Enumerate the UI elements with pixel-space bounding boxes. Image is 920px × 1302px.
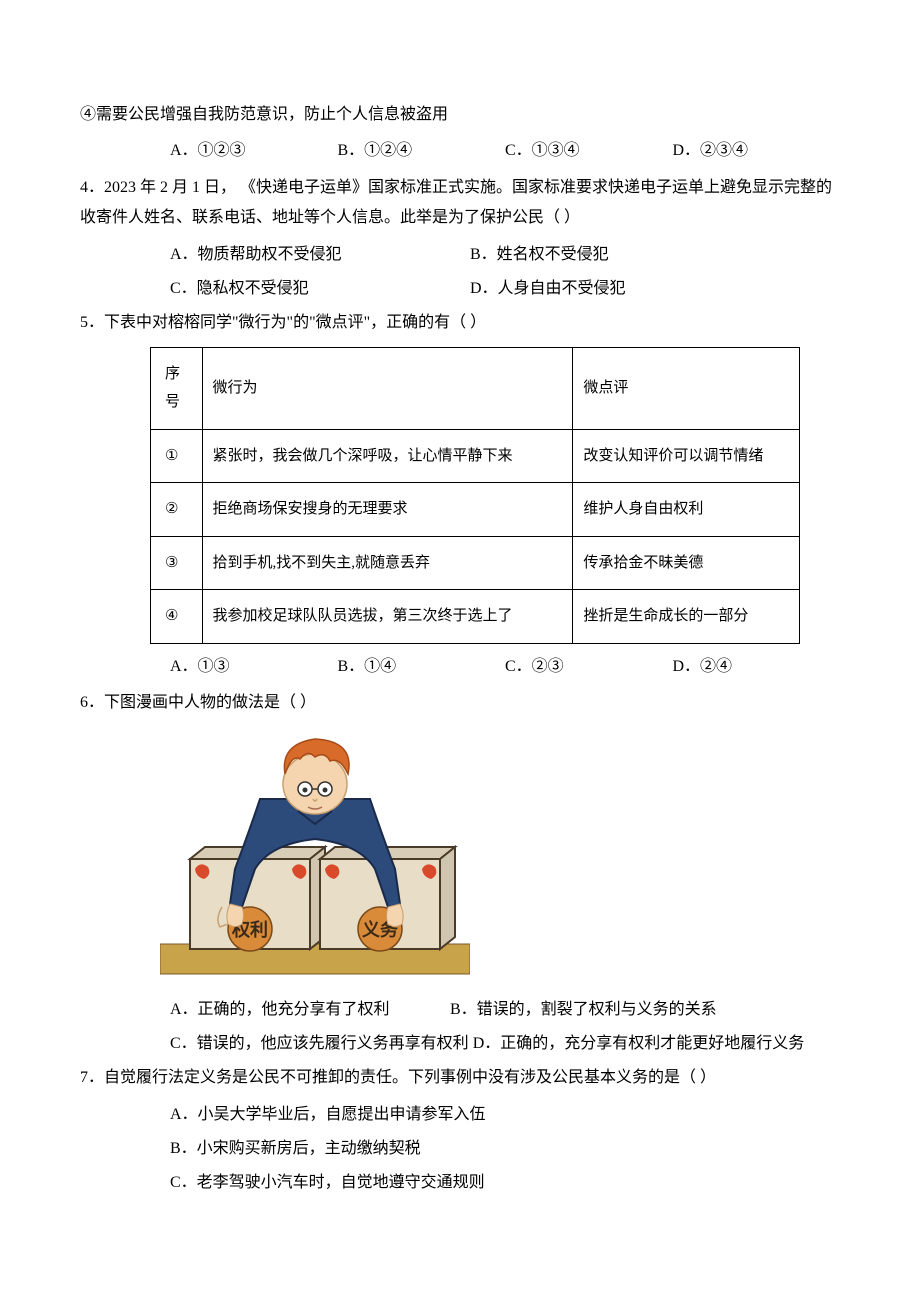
- table-row: ① 紧张时，我会做几个深呼吸，让心情平静下来 改变认知评价可以调节情绪: [151, 429, 800, 483]
- item4-text: ④需要公民增强自我防范意识，防止个人信息被盗用: [80, 106, 448, 123]
- q4-options-row1: A．物质帮助权不受侵犯 B．姓名权不受侵犯: [80, 240, 840, 270]
- q7-option-c-row: C．老李驾驶小汽车时，自觉地遵守交通规则: [80, 1168, 840, 1198]
- q4-stem-text: 4．2023 年 2 月 1 日， 《快递电子运单》国家标准正式实施。国家标准要…: [80, 179, 832, 226]
- cell-comment: 维护人身自由权利: [573, 483, 800, 537]
- q5-stem-text: 5．下表中对榕榕同学"微行为"的"微点评"，正确的有（ ）: [80, 314, 486, 331]
- q6-options-row1: A．正确的，他充分享有了权利 B．错误的，割裂了权利与义务的关系: [80, 995, 840, 1025]
- q4-stem: 4．2023 年 2 月 1 日， 《快递电子运单》国家标准正式实施。国家标准要…: [80, 173, 840, 234]
- q3-option-d[interactable]: D．②③④: [673, 136, 841, 166]
- q6-option-c[interactable]: C．错误的，他应该先履行义务再享有权利: [170, 1035, 469, 1052]
- cell-comment: 改变认知评价可以调节情绪: [573, 429, 800, 483]
- table-header-row: 序号 微行为 微点评: [151, 347, 800, 429]
- q6-option-d[interactable]: D．正确的，充分享有权利才能更好地履行义务: [473, 1035, 805, 1052]
- q3-option-c[interactable]: C．①③④: [505, 136, 673, 166]
- q4-option-b[interactable]: B．姓名权不受侵犯: [470, 240, 770, 270]
- q3-option-a[interactable]: A．①②③: [170, 136, 338, 166]
- q3-option-b[interactable]: B．①②④: [338, 136, 506, 166]
- q4-options-row2: C．隐私权不受侵犯 D．人身自由不受侵犯: [80, 274, 840, 304]
- q7-stem-text: 7．自觉履行法定义务是公民不可推卸的责任。下列事例中没有涉及公民基本义务的是（ …: [80, 1069, 716, 1086]
- q5-stem: 5．下表中对榕榕同学"微行为"的"微点评"，正确的有（ ）: [80, 308, 840, 338]
- table-row: ④ 我参加校足球队队员选拔，第三次终于选上了 挫折是生命成长的一部分: [151, 590, 800, 644]
- th-seq: 序号: [151, 347, 203, 429]
- q3-options: A．①②③ B．①②④ C．①③④ D．②③④: [80, 136, 840, 166]
- q6-option-b[interactable]: B．错误的，割裂了权利与义务的关系: [450, 995, 717, 1025]
- q6-cartoon: 权利 义务: [160, 729, 470, 989]
- cartoon-svg: 权利 义务: [160, 729, 470, 989]
- cell-behavior: 拾到手机,找不到失主,就随意丢弃: [202, 536, 573, 590]
- q6-stem: 6．下图漫画中人物的做法是（ ）: [80, 688, 840, 718]
- q7-option-a-row: A．小吴大学毕业后，自愿提出申请参军入伍: [80, 1100, 840, 1130]
- q5-option-c[interactable]: C．②③: [505, 652, 673, 682]
- q4-option-d[interactable]: D．人身自由不受侵犯: [470, 274, 770, 304]
- q7-option-a[interactable]: A．小吴大学毕业后，自愿提出申请参军入伍: [170, 1106, 486, 1123]
- q5-table: 序号 微行为 微点评 ① 紧张时，我会做几个深呼吸，让心情平静下来 改变认知评价…: [150, 347, 800, 644]
- q7-option-c[interactable]: C．老李驾驶小汽车时，自觉地遵守交通规则: [170, 1174, 485, 1191]
- th-comment: 微点评: [573, 347, 800, 429]
- cell-comment: 传承拾金不昧美德: [573, 536, 800, 590]
- q7-option-b[interactable]: B．小宋购买新房后，主动缴纳契税: [170, 1140, 421, 1157]
- q6-option-a[interactable]: A．正确的，他充分享有了权利: [170, 995, 450, 1025]
- cell-behavior: 我参加校足球队队员选拔，第三次终于选上了: [202, 590, 573, 644]
- q4-option-c[interactable]: C．隐私权不受侵犯: [170, 274, 470, 304]
- table-row: ③ 拾到手机,找不到失主,就随意丢弃 传承拾金不昧美德: [151, 536, 800, 590]
- q7-stem: 7．自觉履行法定义务是公民不可推卸的责任。下列事例中没有涉及公民基本义务的是（ …: [80, 1063, 840, 1093]
- q6-options-row2: C．错误的，他应该先履行义务再享有权利 D．正确的，充分享有权利才能更好地履行义…: [80, 1029, 840, 1059]
- q7-option-b-row: B．小宋购买新房后，主动缴纳契税: [80, 1134, 840, 1164]
- cell-seq: ①: [151, 429, 203, 483]
- th-behavior: 微行为: [202, 347, 573, 429]
- cell-comment: 挫折是生命成长的一部分: [573, 590, 800, 644]
- q4-option-a[interactable]: A．物质帮助权不受侵犯: [170, 240, 470, 270]
- cell-behavior: 紧张时，我会做几个深呼吸，让心情平静下来: [202, 429, 573, 483]
- cell-behavior: 拒绝商场保安搜身的无理要求: [202, 483, 573, 537]
- q5-options: A．①③ B．①④ C．②③ D．②④: [80, 652, 840, 682]
- item4-continuation: ④需要公民增强自我防范意识，防止个人信息被盗用: [80, 100, 840, 130]
- q5-option-d[interactable]: D．②④: [673, 652, 841, 682]
- cell-seq: ③: [151, 536, 203, 590]
- q5-option-a[interactable]: A．①③: [170, 652, 338, 682]
- cell-seq: ④: [151, 590, 203, 644]
- q5-option-b[interactable]: B．①④: [338, 652, 506, 682]
- q6-stem-text: 6．下图漫画中人物的做法是（ ）: [80, 694, 316, 711]
- cell-seq: ②: [151, 483, 203, 537]
- table-row: ② 拒绝商场保安搜身的无理要求 维护人身自由权利: [151, 483, 800, 537]
